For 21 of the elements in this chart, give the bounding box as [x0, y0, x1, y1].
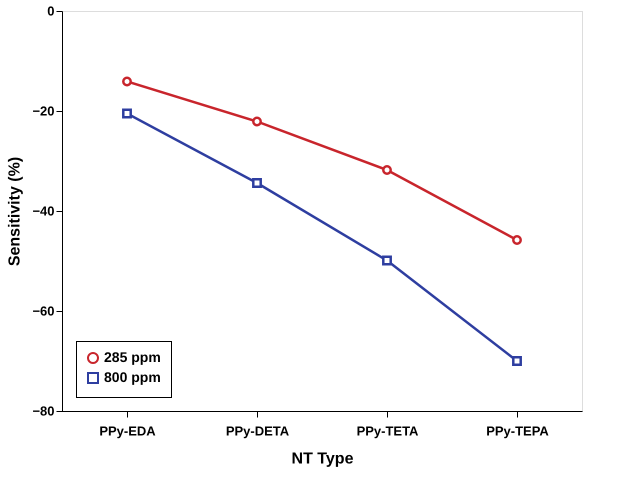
legend-label: 285 ppm [104, 349, 161, 365]
point [122, 108, 132, 118]
y-axis-title: Sensitivity (%) [6, 156, 24, 266]
y-tick-label: 0 [47, 4, 54, 18]
point [252, 116, 262, 126]
point [122, 76, 132, 86]
point [512, 235, 522, 245]
point [382, 165, 392, 175]
y-tick-label: −80 [32, 404, 54, 418]
y-tick-label: −40 [32, 204, 54, 218]
x-tick-label: PPy-TEPA [486, 424, 550, 438]
x-tick-label: PPy-EDA [99, 424, 156, 438]
x-axis-title: NT Type [292, 450, 354, 468]
x-tick-label: PPy-TETA [356, 424, 420, 438]
legend-label: 800 ppm [104, 369, 161, 385]
point [252, 178, 262, 188]
y-tick-label: −60 [32, 304, 54, 318]
x-tick-label: PPy-DETA [226, 424, 290, 438]
point [382, 256, 392, 266]
point [512, 356, 522, 366]
y-tick-label: −20 [32, 104, 54, 118]
